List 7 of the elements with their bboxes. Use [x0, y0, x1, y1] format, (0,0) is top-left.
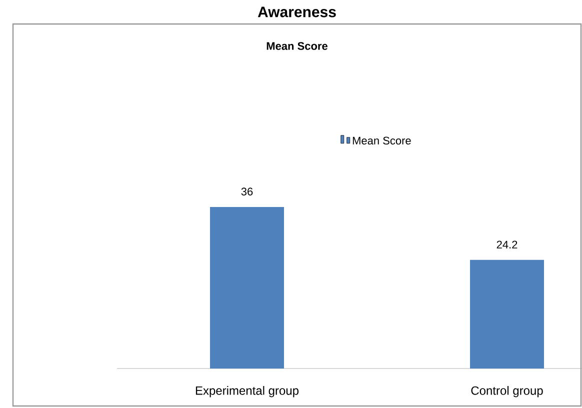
x-tick-label: Control group	[471, 386, 543, 398]
chart-subtitle: Mean Score	[266, 42, 328, 50]
x-tick-label: Experimental group	[196, 386, 299, 398]
data-label: 24.2	[496, 240, 518, 248]
chart-title: Awareness	[258, 6, 336, 18]
data-label: 36	[241, 188, 253, 196]
legend-label: Mean Score	[352, 136, 411, 145]
